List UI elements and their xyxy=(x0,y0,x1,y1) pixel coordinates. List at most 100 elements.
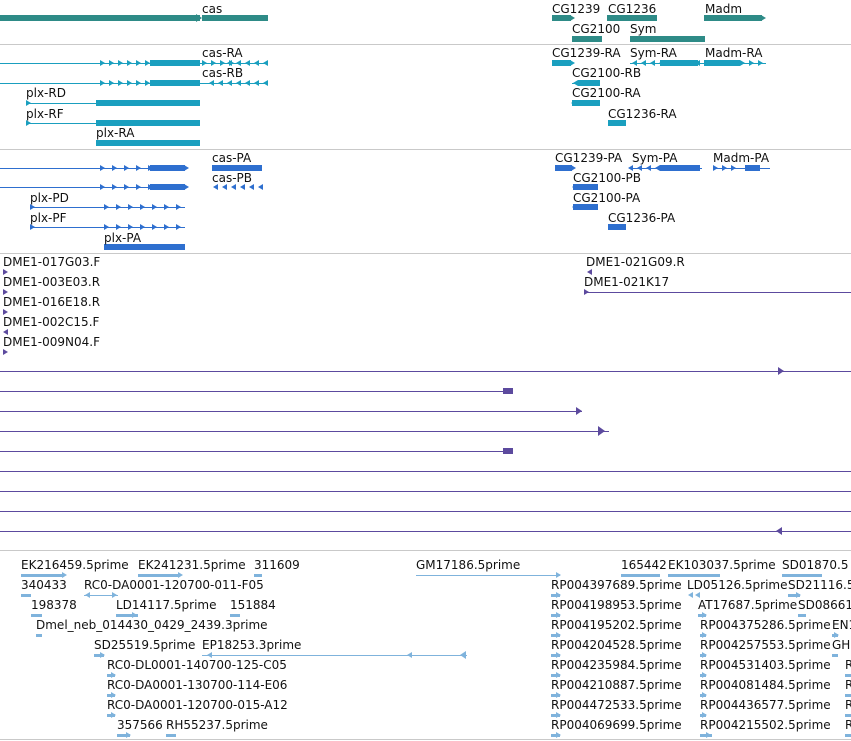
transcript-label[interactable]: cas-PA xyxy=(212,151,252,165)
est-label[interactable]: RP004235984.5prime xyxy=(551,658,682,672)
exon-arrow xyxy=(632,60,637,66)
est-label[interactable]: RP004204528.5prime xyxy=(551,638,682,652)
transcript-label[interactable]: CG1236-PA xyxy=(608,211,676,225)
est-label[interactable]: RC0-DA0001-130700-114-E06 xyxy=(107,678,288,692)
est-label[interactable]: RP004198953.5prime xyxy=(551,598,682,612)
clone-label[interactable]: DME1-021G09.R xyxy=(586,255,685,269)
est-label[interactable]: RP004215502.5prime xyxy=(700,718,831,732)
est-label[interactable]: LD05126.5prime xyxy=(687,578,788,592)
clone-label[interactable]: DME1-003E03.R xyxy=(3,275,101,289)
transcript-label[interactable]: cas-RB xyxy=(202,66,244,80)
est-label[interactable]: LD14117.5prime xyxy=(116,598,217,612)
clone-label[interactable]: DME1-016E18.R xyxy=(3,295,101,309)
transcript-label[interactable]: CG1239-PA xyxy=(555,151,623,165)
est-label[interactable]: RP004375286.5prime xyxy=(700,618,831,632)
est-label[interactable]: EN1 xyxy=(832,618,851,632)
gene-block xyxy=(630,36,705,42)
clone-label[interactable]: DME1-021K17 xyxy=(584,275,670,289)
clone-label[interactable]: DME1-002C15.F xyxy=(3,315,100,329)
transcript-label[interactable]: CG2100-PA xyxy=(573,191,641,205)
est-label[interactable]: EK241231.5prime xyxy=(138,558,246,572)
est-label[interactable]: 165442 xyxy=(621,558,667,572)
transcript-label[interactable]: Madm-RA xyxy=(705,46,763,60)
est-label[interactable]: RP004397689.5prime xyxy=(551,578,682,592)
transcript-label[interactable]: Sym-RA xyxy=(630,46,677,60)
transcript-label[interactable]: CG2100-RA xyxy=(572,86,641,100)
transcript-label[interactable]: CG1239-RA xyxy=(552,46,621,60)
est-label[interactable]: GM17186.5prime xyxy=(416,558,521,572)
est-label[interactable]: Dmel_neb_014430_0429_2439.3prime xyxy=(36,618,268,632)
transcript-label[interactable]: cas-PB xyxy=(212,171,253,185)
est-label[interactable]: RC0-DA0001-120700-015-A12 xyxy=(107,698,288,712)
gene-label[interactable]: CG1236 xyxy=(608,2,657,16)
est-label[interactable]: RP004436577.5prime xyxy=(700,698,831,712)
est-label[interactable]: 311609 xyxy=(254,558,300,572)
est-label[interactable]: SD01870.5 xyxy=(782,558,849,572)
est-label[interactable]: RP004257553.5prime xyxy=(700,638,831,652)
track-separator xyxy=(0,550,851,551)
exon-arrow xyxy=(655,165,660,171)
est-label[interactable]: R xyxy=(845,698,851,712)
est-label[interactable]: RH55237.5prime xyxy=(166,718,268,732)
exon-arrow xyxy=(152,224,157,230)
est-label[interactable]: SD21116.5 xyxy=(788,578,851,592)
exon-arrow xyxy=(184,165,189,171)
transcript-label[interactable]: plx-PD xyxy=(30,191,69,205)
feature-block xyxy=(96,120,200,126)
gene-block xyxy=(202,15,268,21)
exon-arrow xyxy=(202,60,207,66)
est-label[interactable]: 151884 xyxy=(230,598,276,612)
gene-label[interactable]: Madm xyxy=(705,2,743,16)
strand-arrow xyxy=(556,612,561,618)
est-label[interactable]: 340433 xyxy=(21,578,67,592)
strand-arrow xyxy=(778,367,784,375)
est-label[interactable]: AT17687.5prime xyxy=(698,598,798,612)
est-label[interactable]: GH2 xyxy=(832,638,851,652)
transcript-label[interactable]: plx-RF xyxy=(26,107,64,121)
est-label[interactable]: RC0-DA0001-120700-011-F05 xyxy=(84,578,264,592)
strand-arrow xyxy=(556,572,561,578)
exon-arrow xyxy=(112,165,117,171)
transcript-label[interactable]: Madm-PA xyxy=(713,151,770,165)
feature-block xyxy=(845,714,851,717)
est-label[interactable]: 357566 xyxy=(117,718,163,732)
est-label[interactable]: RP004531403.5prime xyxy=(700,658,831,672)
est-label[interactable]: RP004069699.5prime xyxy=(551,718,682,732)
gene-label[interactable]: cas xyxy=(202,2,223,16)
transcript-label[interactable]: CG2100-RB xyxy=(572,66,642,80)
gene-label[interactable]: Sym xyxy=(630,22,657,36)
est-label[interactable]: RP004195202.5prime xyxy=(551,618,682,632)
est-label[interactable]: RP004472533.5prime xyxy=(551,698,682,712)
est-label[interactable]: R xyxy=(845,718,851,732)
transcript-label[interactable]: CG2100-PB xyxy=(573,171,642,185)
est-label[interactable]: SD25519.5prime xyxy=(94,638,196,652)
est-label[interactable]: R xyxy=(845,658,851,672)
est-label[interactable]: EK216459.5prime xyxy=(21,558,129,572)
exon-arrow xyxy=(713,165,718,171)
est-label[interactable]: RP004081484.5prime xyxy=(700,678,831,692)
exon-arrow xyxy=(152,204,157,210)
est-label[interactable]: EP18253.3prime xyxy=(202,638,302,652)
transcript-label[interactable]: plx-PA xyxy=(104,231,142,245)
transcript-label[interactable]: plx-RA xyxy=(96,126,135,140)
clone-label[interactable]: DME1-009N04.F xyxy=(3,335,101,349)
strand-arrow xyxy=(570,15,575,21)
gene-label[interactable]: CG2100 xyxy=(572,22,621,36)
est-label[interactable]: EK103037.5prime xyxy=(668,558,776,572)
transcript-label[interactable]: cas-RA xyxy=(202,46,243,60)
gene-label[interactable]: CG1239 xyxy=(552,2,601,16)
est-label[interactable]: RC0-DL0001-140700-125-C05 xyxy=(107,658,287,672)
est-label[interactable]: RP004210887.5prime xyxy=(551,678,682,692)
gene-block xyxy=(607,15,657,21)
exon-arrow xyxy=(100,184,105,190)
strand-arrow xyxy=(111,712,116,718)
transcript-label[interactable]: plx-PF xyxy=(30,211,67,225)
est-label[interactable]: SD08661 xyxy=(798,598,851,612)
strand-arrow xyxy=(62,572,67,578)
transcript-label[interactable]: Sym-PA xyxy=(632,151,678,165)
est-label[interactable]: R xyxy=(845,678,851,692)
est-label[interactable]: 198378 xyxy=(31,598,77,612)
transcript-label[interactable]: CG1236-RA xyxy=(608,107,677,121)
clone-label[interactable]: DME1-017G03.F xyxy=(3,255,101,269)
transcript-label[interactable]: plx-RD xyxy=(26,86,66,100)
